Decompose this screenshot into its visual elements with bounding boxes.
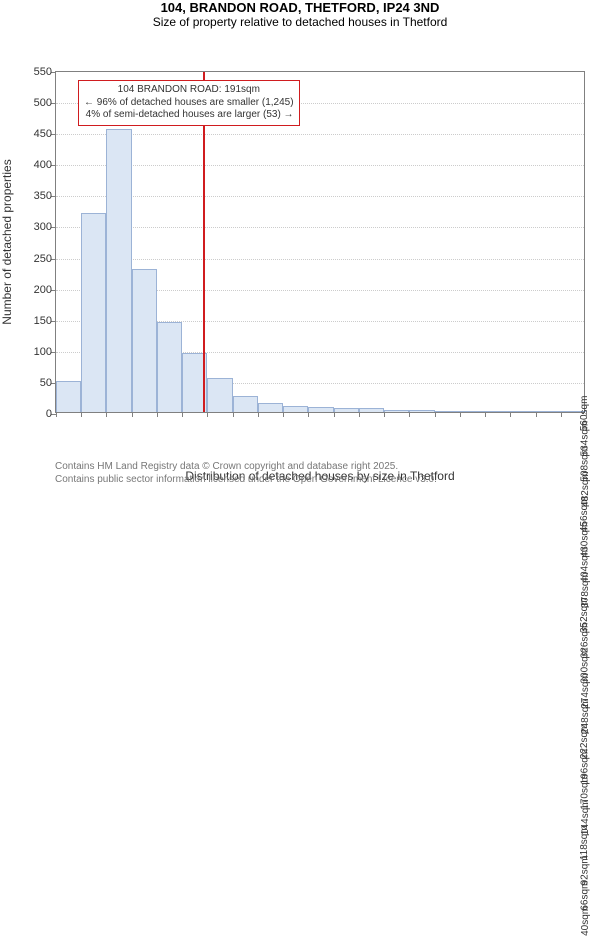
- xtick-mark: [56, 412, 57, 417]
- ytick-label: 50: [40, 377, 56, 389]
- gridline: [56, 165, 584, 166]
- xtick-mark: [308, 412, 309, 417]
- histogram-bar: [207, 378, 232, 412]
- gridline: [56, 259, 584, 260]
- footnote-line-1: Contains HM Land Registry data © Crown c…: [55, 460, 437, 473]
- xtick-mark: [359, 412, 360, 417]
- histogram-bar: [409, 410, 434, 412]
- footnote-line-2: Contains public sector information licen…: [55, 473, 437, 486]
- histogram-bar: [308, 407, 333, 412]
- ytick-label: 300: [34, 221, 56, 233]
- xtick-mark: [561, 412, 562, 417]
- chart-title: 104, BRANDON ROAD, THETFORD, IP24 3ND: [0, 0, 600, 15]
- chart-footnote: Contains HM Land Registry data © Crown c…: [55, 460, 437, 486]
- histogram-bar: [384, 410, 409, 412]
- xtick-mark: [157, 412, 158, 417]
- ytick-label: 450: [34, 128, 56, 140]
- ytick-label: 100: [34, 346, 56, 358]
- histogram-bar: [536, 411, 561, 412]
- xtick-mark: [460, 412, 461, 417]
- gridline: [56, 227, 584, 228]
- histogram-bar: [258, 403, 283, 412]
- histogram-bar: [132, 269, 157, 412]
- xtick-mark: [536, 412, 537, 417]
- ytick-label: 350: [34, 190, 56, 202]
- ytick-label: 150: [34, 315, 56, 327]
- xtick-mark: [435, 412, 436, 417]
- histogram-bar: [460, 411, 485, 412]
- gridline: [56, 196, 584, 197]
- histogram-bar: [359, 408, 384, 412]
- xtick-mark: [283, 412, 284, 417]
- ytick-label: 200: [34, 284, 56, 296]
- histogram-bar: [157, 322, 182, 412]
- annotation-line-2: ← 96% of detached houses are smaller (1,…: [84, 97, 294, 110]
- xtick-mark: [586, 412, 587, 417]
- ytick-label: 500: [34, 97, 56, 109]
- chart-subtitle: Size of property relative to detached ho…: [0, 15, 600, 29]
- gridline: [56, 134, 584, 135]
- histogram-bar: [106, 129, 131, 412]
- xtick-mark: [510, 412, 511, 417]
- xtick-mark: [81, 412, 82, 417]
- plot-area: 05010015020025030035040045050055040sqm66…: [55, 71, 585, 413]
- ytick-label: 250: [34, 253, 56, 265]
- annotation-line-3: 4% of semi-detached houses are larger (5…: [84, 109, 294, 122]
- annotation-box: 104 BRANDON ROAD: 191sqm← 96% of detache…: [78, 80, 300, 126]
- ytick-label: 0: [46, 408, 56, 420]
- xtick-mark: [485, 412, 486, 417]
- histogram-bar: [56, 381, 81, 412]
- xtick-mark: [334, 412, 335, 417]
- y-axis-label: Number of detached properties: [0, 159, 14, 324]
- xtick-mark: [384, 412, 385, 417]
- histogram-bar: [334, 408, 359, 412]
- xtick-label: 560sqm: [578, 425, 591, 432]
- histogram-bar: [435, 411, 460, 412]
- histogram-bar: [233, 396, 258, 412]
- xtick-mark: [409, 412, 410, 417]
- histogram-bar: [81, 213, 106, 412]
- histogram-bar: [283, 406, 308, 412]
- xtick-mark: [182, 412, 183, 417]
- xtick-mark: [106, 412, 107, 417]
- xtick-mark: [132, 412, 133, 417]
- xtick-mark: [258, 412, 259, 417]
- xtick-mark: [207, 412, 208, 417]
- xtick-mark: [233, 412, 234, 417]
- ytick-label: 550: [34, 66, 56, 78]
- ytick-label: 400: [34, 159, 56, 171]
- histogram-bar: [485, 411, 510, 412]
- annotation-line-1: 104 BRANDON ROAD: 191sqm: [84, 84, 294, 97]
- histogram-bar: [510, 411, 535, 412]
